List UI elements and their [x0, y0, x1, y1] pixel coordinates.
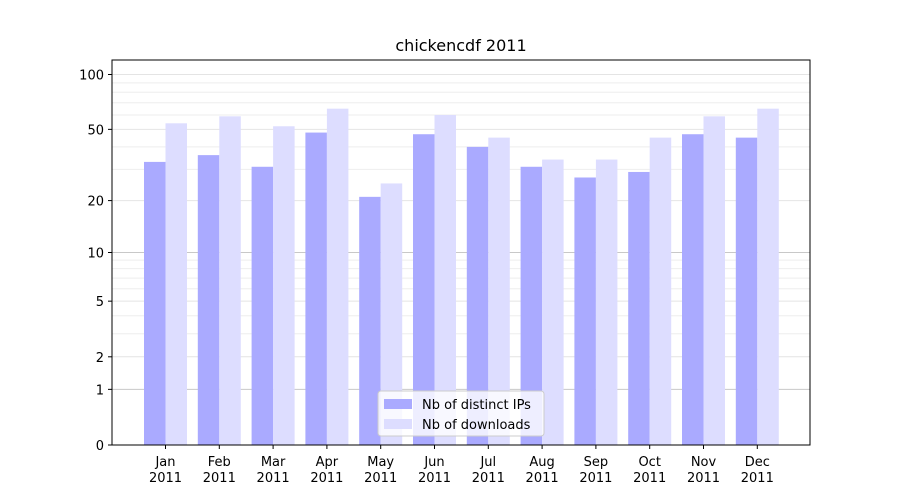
bar-downloads — [326, 108, 349, 445]
x-tick-label-year: 2011 — [257, 471, 290, 486]
bar-distinct-ips — [628, 171, 650, 445]
bar-downloads — [165, 123, 187, 445]
x-tick-label: Apr — [316, 455, 339, 470]
legend-label: Nb of distinct IPs — [422, 398, 531, 413]
chart-title: chickencdf 2011 — [395, 36, 526, 55]
x-tick-label-year: 2011 — [579, 471, 612, 486]
bar-downloads — [703, 116, 725, 446]
x-tick-label: Feb — [208, 455, 231, 470]
legend-box — [377, 390, 545, 437]
y-tick-label: 50 — [87, 123, 104, 138]
y-tick-label: 0 — [96, 439, 104, 454]
x-tick-label: Jul — [479, 455, 496, 470]
x-tick-label-year: 2011 — [526, 471, 559, 486]
bar-distinct-ips — [735, 137, 758, 445]
x-tick-label-year: 2011 — [149, 471, 182, 486]
y-tick-label: 5 — [96, 295, 104, 310]
x-tick-label: Nov — [691, 455, 717, 470]
x-tick-label: May — [367, 455, 394, 470]
bar-distinct-ips — [466, 146, 489, 445]
bar-downloads — [434, 114, 456, 445]
bar-distinct-ips — [574, 177, 596, 445]
legend-swatch — [384, 399, 412, 409]
legend-label: Nb of downloads — [422, 418, 531, 433]
bar-distinct-ips — [359, 196, 381, 445]
bar-distinct-ips — [305, 132, 327, 446]
bar-distinct-ips — [682, 134, 704, 445]
bars — [144, 108, 779, 446]
x-tick-label-year: 2011 — [741, 471, 774, 486]
bar-downloads — [542, 159, 564, 445]
bar-distinct-ips — [197, 155, 220, 446]
bar-distinct-ips — [144, 161, 166, 445]
y-tick-label: 1 — [96, 383, 104, 398]
x-tick-label-year: 2011 — [364, 471, 397, 486]
y-tick-label: 10 — [87, 247, 104, 262]
x-tick-label-year: 2011 — [418, 471, 451, 486]
bar-downloads — [488, 137, 510, 445]
x-tick-label-year: 2011 — [687, 471, 720, 486]
bar-distinct-ips — [251, 166, 274, 446]
bar-downloads — [380, 183, 403, 445]
y-tick-label: 100 — [79, 69, 104, 84]
x-tick-label: Jun — [423, 455, 444, 470]
bar-distinct-ips — [413, 134, 435, 445]
bar-downloads — [595, 159, 618, 445]
bar-downloads — [273, 126, 295, 445]
x-tick-label: Jan — [154, 455, 175, 470]
x-tick-label: Mar — [261, 455, 286, 470]
y-tick-label: 20 — [87, 195, 104, 210]
bar-downloads — [649, 137, 672, 445]
y-tick-label: 2 — [96, 351, 104, 366]
x-tick-label: Oct — [638, 455, 660, 470]
x-tick-label-year: 2011 — [203, 471, 236, 486]
x-tick-label-year: 2011 — [633, 471, 666, 486]
x-tick-label: Sep — [584, 455, 609, 470]
x-tick-label-year: 2011 — [472, 471, 505, 486]
bar-distinct-ips — [520, 166, 543, 446]
axes: 0125102050100Jan2011Feb2011Mar2011Apr201… — [79, 59, 811, 486]
bar-downloads — [757, 108, 779, 445]
legend: Nb of distinct IPs Nb of downloads — [377, 390, 545, 437]
bar-downloads — [219, 116, 241, 446]
legend-swatch — [384, 419, 412, 429]
x-tick-label-year: 2011 — [310, 471, 343, 486]
x-tick-label: Dec — [745, 455, 770, 470]
x-tick-label: Aug — [529, 455, 554, 470]
